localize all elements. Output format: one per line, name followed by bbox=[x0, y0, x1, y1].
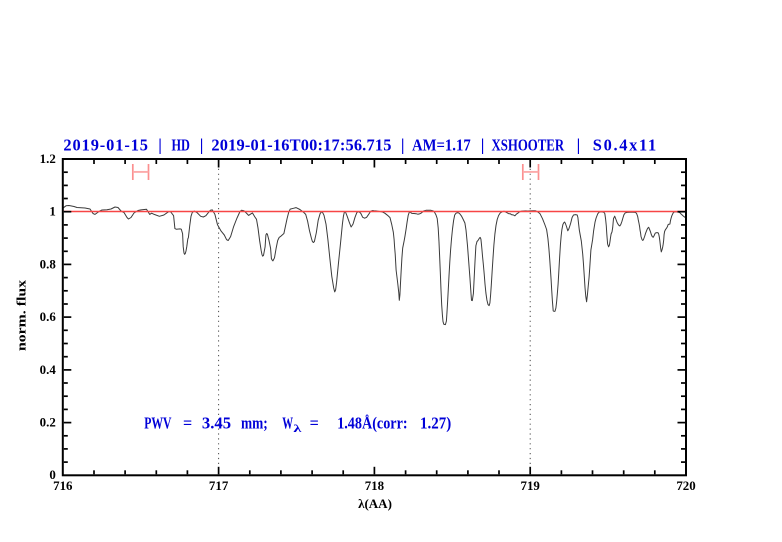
svg-text:|: | bbox=[401, 135, 405, 154]
svg-text:S0.4x11: S0.4x11 bbox=[593, 135, 656, 154]
svg-text:|: | bbox=[158, 135, 162, 154]
svg-text:1.2: 1.2 bbox=[40, 152, 56, 166]
svg-text:716: 716 bbox=[53, 479, 73, 493]
svg-text:AM=1.17: AM=1.17 bbox=[412, 135, 471, 154]
svg-text:=: = bbox=[183, 414, 192, 433]
svg-text:0.8: 0.8 bbox=[40, 257, 57, 271]
svg-text:λ: λ bbox=[293, 423, 302, 435]
svg-text:718: 718 bbox=[365, 479, 385, 493]
svg-text:1.27): 1.27) bbox=[420, 414, 451, 433]
svg-text:W: W bbox=[282, 414, 293, 433]
svg-text:2019-01-15: 2019-01-15 bbox=[63, 135, 148, 154]
svg-text:717: 717 bbox=[209, 479, 229, 493]
svg-text:0: 0 bbox=[49, 468, 55, 482]
svg-text:2019-01-16T00:17:56.715: 2019-01-16T00:17:56.715 bbox=[211, 135, 391, 154]
svg-text:|: | bbox=[200, 135, 204, 154]
svg-text:1.48Å(corr:: 1.48Å(corr: bbox=[337, 414, 407, 433]
svg-text:λ(AA): λ(AA) bbox=[358, 496, 392, 511]
svg-text:719: 719 bbox=[521, 479, 540, 493]
svg-text:HD: HD bbox=[172, 135, 191, 154]
svg-text:=: = bbox=[310, 414, 319, 433]
svg-text:0.6: 0.6 bbox=[40, 310, 57, 324]
svg-text:0.4: 0.4 bbox=[40, 363, 57, 377]
svg-text:|: | bbox=[481, 135, 485, 154]
svg-text:PWV: PWV bbox=[144, 414, 171, 433]
svg-text:norm. flux: norm. flux bbox=[14, 279, 29, 351]
svg-text:XSHOOTER: XSHOOTER bbox=[492, 135, 565, 154]
svg-text:mm;: mm; bbox=[241, 414, 268, 433]
svg-text:720: 720 bbox=[676, 479, 695, 493]
svg-text:3.45: 3.45 bbox=[202, 414, 231, 433]
svg-text:|: | bbox=[577, 135, 581, 154]
svg-text:0.2: 0.2 bbox=[40, 416, 56, 430]
svg-text:1: 1 bbox=[49, 205, 55, 219]
